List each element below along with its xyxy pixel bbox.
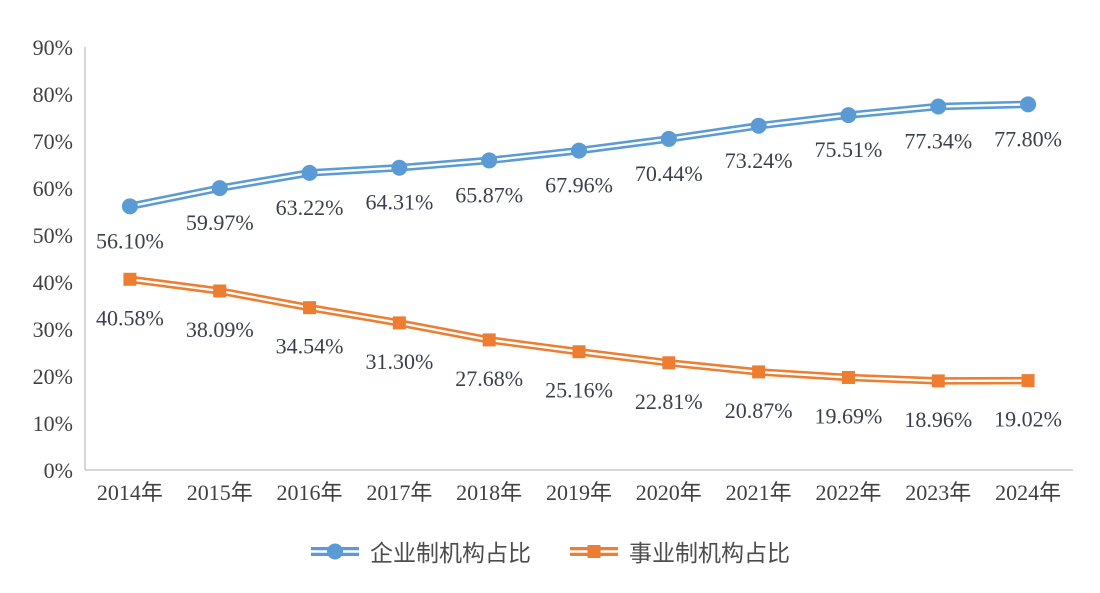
data-label: 31.30% — [365, 349, 433, 374]
data-point-marker — [841, 370, 855, 384]
data-label: 65.87% — [455, 182, 523, 207]
data-label: 56.10% — [96, 228, 164, 253]
data-label: 67.96% — [545, 173, 613, 198]
data-label: 19.69% — [815, 403, 883, 428]
y-tick-label: 70% — [33, 129, 73, 154]
y-tick-label: 60% — [33, 176, 73, 201]
x-tick-label: 2023年 — [905, 480, 971, 505]
data-point-marker — [213, 284, 227, 298]
y-tick-label: 20% — [33, 364, 73, 389]
data-label: 27.68% — [455, 366, 523, 391]
data-point-marker — [572, 345, 586, 359]
data-point-marker — [121, 198, 138, 215]
data-point-marker — [482, 333, 496, 347]
legend-label-enterprise: 企业制机构占比 — [370, 540, 531, 566]
y-tick-label: 40% — [33, 270, 73, 295]
data-label: 70.44% — [635, 161, 703, 186]
data-point-marker — [931, 374, 945, 388]
y-tick-label: 0% — [44, 458, 73, 483]
y-tick-label: 10% — [33, 411, 73, 436]
x-tick-label: 2022年 — [815, 480, 881, 505]
y-tick-label: 90% — [33, 35, 73, 60]
y-tick-label: 30% — [33, 317, 73, 342]
data-label: 18.96% — [904, 407, 972, 432]
x-tick-label: 2016年 — [277, 480, 343, 505]
data-label: 77.80% — [994, 126, 1062, 151]
data-label: 22.81% — [635, 389, 703, 414]
data-label: 73.24% — [725, 148, 793, 173]
data-point-marker — [930, 98, 947, 115]
data-point-marker — [391, 159, 408, 176]
legend-swatch-enterprise — [311, 543, 359, 559]
data-point-marker — [123, 272, 137, 286]
data-point-marker — [660, 130, 677, 147]
x-tick-label: 2024年 — [995, 480, 1061, 505]
series-line-stripe — [129, 278, 1029, 383]
data-point-marker — [750, 117, 767, 134]
data-label: 75.51% — [815, 137, 883, 162]
data-label: 40.58% — [96, 305, 164, 330]
y-tick-label: 80% — [33, 82, 73, 107]
data-point-marker — [211, 180, 228, 197]
data-label: 38.09% — [186, 317, 254, 342]
data-point-marker — [392, 316, 406, 330]
data-point-marker — [840, 107, 857, 124]
chart-legend: 企业制机构占比 事业制机构占比 — [0, 534, 1100, 568]
data-label: 63.22% — [276, 195, 344, 220]
data-point-marker — [481, 152, 498, 169]
x-tick-label: 2015年 — [187, 480, 253, 505]
data-label: 19.02% — [994, 407, 1062, 432]
data-point-marker — [1020, 96, 1037, 113]
data-label: 77.34% — [904, 129, 972, 154]
x-tick-label: 2021年 — [726, 480, 792, 505]
legend-swatch-public — [570, 544, 618, 558]
square-marker-icon — [587, 544, 601, 558]
data-point-marker — [571, 142, 587, 159]
data-label: 34.54% — [276, 334, 344, 359]
x-tick-label: 2014年 — [97, 480, 163, 505]
legend-item-public: 事业制机构占比 — [569, 534, 790, 568]
data-label: 20.87% — [725, 398, 793, 423]
data-label: 59.97% — [186, 210, 254, 235]
x-tick-label: 2020年 — [636, 480, 702, 505]
legend-label-public: 事业制机构占比 — [629, 540, 790, 566]
x-tick-label: 2018年 — [456, 480, 522, 505]
series-line-public — [126, 275, 1032, 385]
x-tick-label: 2019年 — [546, 480, 612, 505]
data-label: 64.31% — [365, 190, 433, 215]
x-tick-label: 2017年 — [366, 480, 432, 505]
data-point-marker — [301, 164, 318, 181]
data-point-marker — [1021, 374, 1035, 388]
legend-item-enterprise: 企业制机构占比 — [310, 534, 531, 568]
data-label: 25.16% — [545, 378, 613, 403]
circle-marker-icon — [327, 543, 343, 559]
data-point-marker — [662, 356, 676, 370]
y-tick-label: 50% — [33, 223, 73, 248]
data-point-marker — [303, 301, 317, 315]
data-point-marker — [752, 365, 766, 379]
